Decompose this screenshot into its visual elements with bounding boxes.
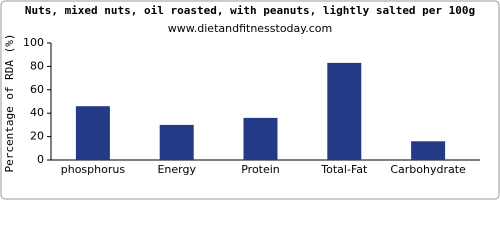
x-tick-label: phosphorus bbox=[61, 163, 126, 176]
chart: Nuts, mixed nuts, oil roasted, with pean… bbox=[0, 0, 500, 200]
bar bbox=[159, 124, 194, 160]
x-tick-label: Protein bbox=[241, 163, 280, 176]
bar bbox=[327, 62, 362, 160]
chart-title: Nuts, mixed nuts, oil roasted, with pean… bbox=[25, 4, 475, 17]
y-tick-label: 0 bbox=[37, 153, 44, 166]
y-tick-label: 20 bbox=[30, 130, 44, 143]
y-tick-label: 80 bbox=[30, 59, 44, 72]
bar bbox=[243, 117, 278, 160]
chart-subtitle: www.dietandfitnesstoday.com bbox=[168, 22, 332, 35]
y-tick-label: 40 bbox=[30, 106, 44, 119]
y-tick-label: 100 bbox=[23, 36, 44, 49]
x-tick-label: Carbohydrate bbox=[390, 163, 466, 176]
x-tick-label: Energy bbox=[157, 163, 196, 176]
y-axis-label: Percentage of RDA (%) bbox=[3, 33, 16, 172]
x-tick-label: Total-Fat bbox=[320, 163, 368, 176]
frame bbox=[0, 0, 500, 200]
bar bbox=[75, 106, 110, 160]
y-tick-label: 60 bbox=[30, 83, 44, 96]
bar bbox=[411, 141, 446, 160]
